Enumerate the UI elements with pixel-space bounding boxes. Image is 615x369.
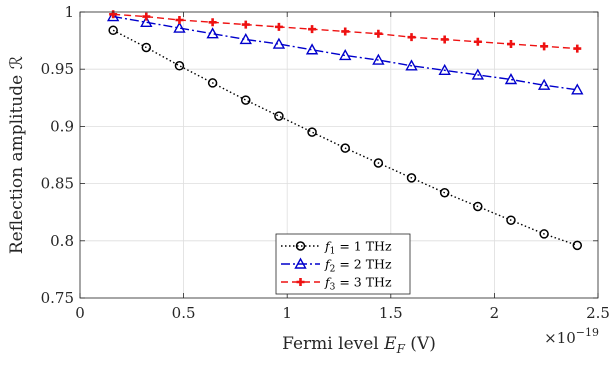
x-axis-label-unit: (V) — [405, 334, 436, 354]
series-1-point — [141, 42, 152, 53]
series-2-point — [305, 43, 319, 55]
x-exponent-power: −19 — [576, 326, 599, 339]
x-tick-label: 0.5 — [172, 304, 196, 322]
y-tick-label: 0.75 — [41, 289, 74, 307]
series-1-point — [108, 25, 118, 36]
y-tick-label: 0.95 — [41, 60, 74, 78]
series-2-point — [239, 33, 252, 45]
tick-labels: 0 0.5 1 1.5 2 2.5 0.75 0.8 0.85 0.9 0.95 1 — [41, 3, 610, 322]
y-tick-label: 0.85 — [41, 175, 74, 193]
series-1-point — [207, 78, 218, 88]
series-2-line — [113, 15, 578, 91]
series-1-point — [473, 201, 483, 212]
y-tick-label: 0.9 — [50, 117, 74, 135]
series-2-point — [438, 63, 451, 76]
series-1-point — [539, 229, 549, 239]
ticks — [79, 11, 599, 299]
series-2-point — [471, 68, 485, 80]
legend-label-var: f — [324, 275, 332, 290]
series-3-point — [473, 37, 482, 46]
series-2-point — [372, 53, 385, 65]
series-1-point — [572, 240, 583, 251]
x-tick-label: 2 — [490, 304, 500, 322]
series-2-point — [173, 21, 186, 33]
series-1-point — [506, 215, 516, 225]
x-axis-label-text: Fermi level — [282, 334, 384, 354]
y-axis-label: Reflection amplitude ℛ — [7, 56, 27, 254]
legend-label-var: f — [324, 257, 332, 272]
series-3-point — [142, 12, 151, 21]
series-3-point — [573, 44, 582, 53]
x-axis-label-sub: F — [396, 342, 406, 356]
legend-label-sub: 3 — [330, 283, 336, 293]
x-exponent-label: ×10−19 — [544, 326, 599, 347]
series-2-point — [272, 37, 286, 49]
legend-label-sub: 2 — [330, 265, 336, 275]
legend-marker — [296, 278, 305, 286]
series-2-point — [537, 78, 551, 90]
legend-label-sub: 1 — [330, 247, 336, 257]
series-1-point — [274, 111, 284, 121]
series-1-line — [112, 29, 578, 247]
legend-label: f3 = 3 THz — [324, 275, 392, 293]
legend-label-rest: = 3 THz — [335, 275, 392, 290]
series-3-point — [175, 16, 184, 25]
series-1-point — [174, 61, 185, 71]
legend-label: f1 = 1 THz — [324, 239, 392, 257]
x-exponent-base: ×10 — [544, 329, 576, 347]
series-3-point — [407, 33, 416, 42]
legend-marker — [294, 257, 307, 269]
series-3-point — [308, 25, 317, 34]
series-1 — [108, 25, 583, 251]
series-3-point — [506, 40, 515, 49]
series-2-point — [504, 73, 518, 85]
series-2-point — [106, 10, 120, 22]
plot-frame — [79, 11, 599, 299]
x-tick-label: 2.5 — [586, 304, 610, 322]
series-2-point — [571, 83, 584, 95]
series-1-point — [340, 143, 350, 153]
series-3-point — [341, 27, 350, 36]
series-3-point — [440, 35, 449, 44]
series-3-point — [374, 29, 383, 38]
y-tick-label: 1 — [64, 3, 74, 21]
series-1-point — [373, 158, 384, 168]
series-2-point — [140, 15, 153, 27]
legend-entry: f2 = 2 THz — [281, 257, 392, 275]
series-2-point — [206, 27, 219, 39]
x-axis-label-var: E — [383, 334, 397, 354]
legend-label: f2 = 2 THz — [324, 257, 392, 275]
legend-label-rest: = 1 THz — [335, 239, 392, 254]
series-2-point — [405, 59, 418, 71]
series-2-point — [339, 49, 352, 61]
x-axis-label: Fermi level EF (V) — [282, 334, 436, 356]
series-3 — [109, 10, 582, 53]
series-2 — [106, 10, 584, 95]
series-3-point — [241, 20, 250, 29]
series-3-point — [540, 42, 549, 51]
legend-label-var: f — [324, 239, 332, 254]
x-tick-label: 0 — [75, 304, 85, 322]
legend-label-rest: = 2 THz — [335, 257, 392, 272]
series-1-point — [439, 188, 450, 198]
legend-entry: f3 = 3 THz — [281, 275, 392, 293]
series-3-point — [208, 18, 217, 27]
legend-entry: f1 = 1 THz — [281, 239, 392, 257]
x-tick-label: 1 — [282, 304, 292, 322]
series-layer — [106, 10, 584, 251]
legend-marker — [295, 241, 306, 251]
series-3-point — [274, 22, 283, 31]
series-1-point — [307, 127, 317, 137]
x-tick-label: 1.5 — [379, 304, 403, 322]
y-tick-label: 0.8 — [50, 232, 74, 250]
series-1-point — [406, 173, 417, 183]
series-1-point — [241, 95, 251, 105]
